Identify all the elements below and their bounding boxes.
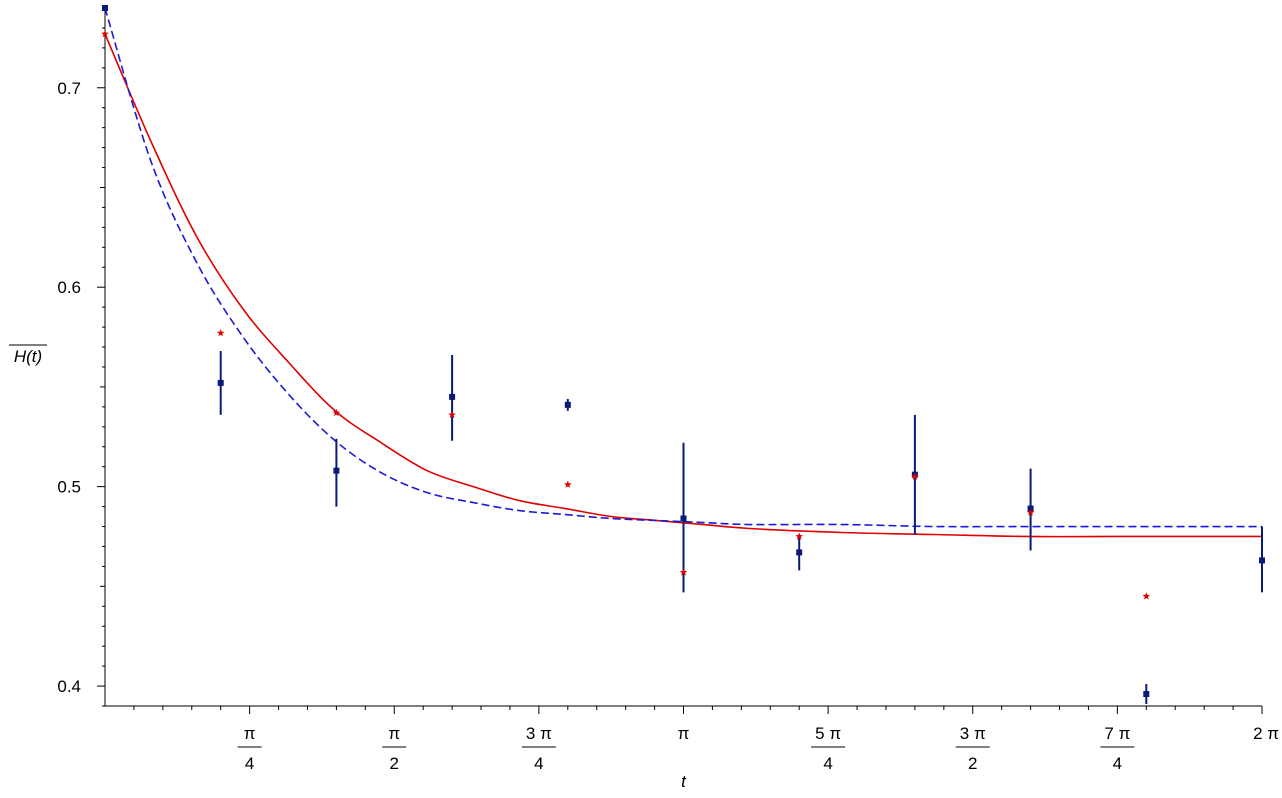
- model-point: [1142, 592, 1151, 600]
- x-tick-denominator: 2: [968, 754, 977, 773]
- x-tick-label: 2 π: [1253, 724, 1279, 743]
- y-ticks: 0.4 0.5 0.6 0.7: [57, 7, 105, 707]
- data-point: [680, 515, 687, 522]
- x-tick-denominator: 2: [390, 754, 399, 773]
- fit-curve-dashed: [104, 7, 1262, 528]
- x-tick-denominator: 4: [245, 754, 254, 773]
- data-point: [796, 549, 803, 556]
- fit-curve-solid: [104, 33, 1262, 538]
- x-tick-label: 7 π 4: [1100, 724, 1135, 773]
- model-point: [101, 29, 109, 38]
- x-tick-label: 3 π 4: [521, 724, 556, 773]
- y-tick-label: 0.6: [57, 278, 81, 297]
- x-tick-numerator: π: [244, 724, 256, 743]
- x-tick-text: 2 π: [1253, 724, 1279, 743]
- data-point: [564, 401, 571, 408]
- data-point: [1143, 691, 1150, 698]
- x-tick-denominator: 4: [534, 754, 543, 773]
- model-point: [911, 472, 919, 480]
- y-tick-label: 0.5: [57, 478, 81, 497]
- data-point: [102, 5, 108, 11]
- model-point: [1026, 508, 1035, 516]
- x-tick-numerator: π: [388, 724, 400, 743]
- x-tick-text: π: [678, 724, 690, 743]
- data-point: [1027, 505, 1034, 512]
- x-tick-label: π4: [237, 724, 262, 773]
- measured-points: [102, 5, 1265, 698]
- x-tick-label: 3 π 2: [955, 724, 990, 773]
- model-points: [101, 29, 1151, 600]
- x-tick-denominator: 4: [823, 754, 832, 773]
- y-axis-label-group: H(t): [9, 344, 47, 366]
- x-axis-label: t: [681, 772, 687, 791]
- y-tick-label: 0.7: [57, 79, 81, 98]
- x-tick-denominator: 4: [1113, 754, 1122, 773]
- x-tick-numerator: 5 π: [815, 724, 841, 743]
- data-point: [449, 393, 456, 400]
- y-tick-label: 0.4: [57, 677, 81, 696]
- model-point: [795, 532, 803, 540]
- data-point: [333, 467, 340, 474]
- data-point: [217, 379, 224, 386]
- fit-curves: [104, 7, 1262, 538]
- data-point: [1259, 557, 1265, 564]
- x-tick-label: 5 π 4: [811, 724, 846, 773]
- y-axis-label: H(t): [14, 347, 42, 366]
- model-point: [679, 568, 688, 576]
- x-tick-numerator: 7 π: [1104, 724, 1130, 743]
- model-point: [448, 410, 456, 419]
- x-tick-label: π2: [382, 724, 407, 773]
- x-tick-numerator: 3 π: [526, 724, 552, 743]
- x-tick-numerator: 3 π: [960, 724, 986, 743]
- model-point: [216, 329, 225, 337]
- model-point: [332, 408, 341, 417]
- model-point: [564, 480, 572, 488]
- x-tick-label: π: [678, 724, 690, 743]
